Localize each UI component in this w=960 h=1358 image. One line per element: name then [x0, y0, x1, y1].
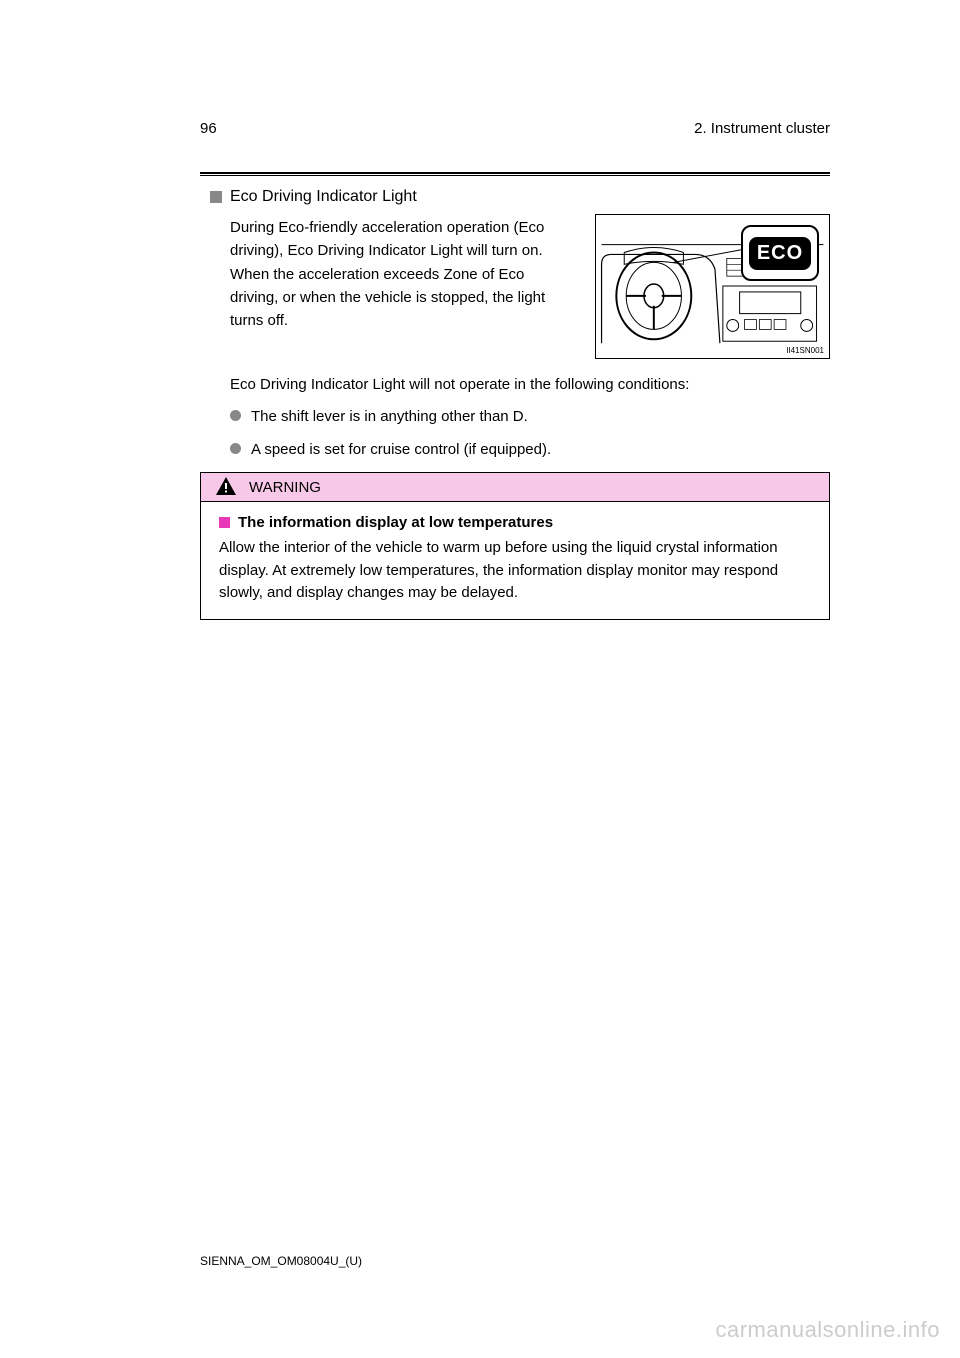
bullet-item: The shift lever is in anything other tha…	[230, 406, 830, 427]
conditions-intro: Eco Driving Indicator Light will not ope…	[230, 371, 830, 396]
warning-sub-title: The information display at low temperatu…	[238, 514, 553, 531]
round-bullet-icon	[230, 410, 241, 421]
warning-sub-header: The information display at low temperatu…	[219, 514, 811, 531]
page-number: 96	[200, 120, 217, 137]
subsection-title: Eco Driving Indicator Light	[230, 188, 417, 206]
subsection-header: Eco Driving Indicator Light	[210, 188, 830, 206]
watermark: carmanualsonline.info	[715, 1317, 940, 1343]
eco-callout-badge: ECO	[741, 225, 819, 281]
warning-body: The information display at low temperatu…	[200, 502, 830, 620]
bullet-text: The shift lever is in anything other tha…	[251, 406, 528, 427]
round-bullet-icon	[230, 443, 241, 454]
pink-square-icon	[219, 517, 230, 528]
figure-id-label: II41SN001	[786, 346, 824, 355]
page-header: 96 2. Instrument cluster	[200, 120, 830, 137]
footer-code: SIENNA_OM_OM08004U_(U)	[200, 1254, 362, 1268]
warning-body-text: Allow the interior of the vehicle to war…	[219, 537, 811, 605]
section-label: 2. Instrument cluster	[694, 120, 830, 137]
eco-label: ECO	[749, 237, 811, 270]
warning-label: WARNING	[249, 479, 321, 496]
bullet-item: A speed is set for cruise control (if eq…	[230, 439, 830, 460]
warning-triangle-icon	[213, 474, 239, 500]
warning-header-bar: WARNING	[200, 472, 830, 502]
bullet-text: A speed is set for cruise control (if eq…	[251, 439, 551, 460]
content-row: During Eco-friendly acceleration operati…	[230, 214, 830, 359]
eco-body-text: During Eco-friendly acceleration operati…	[230, 214, 575, 359]
header-divider	[200, 172, 830, 176]
square-bullet-icon	[210, 191, 222, 203]
page-container: 96 2. Instrument cluster Eco Driving Ind…	[0, 0, 960, 620]
dashboard-figure: ECO II41SN001	[595, 214, 830, 359]
